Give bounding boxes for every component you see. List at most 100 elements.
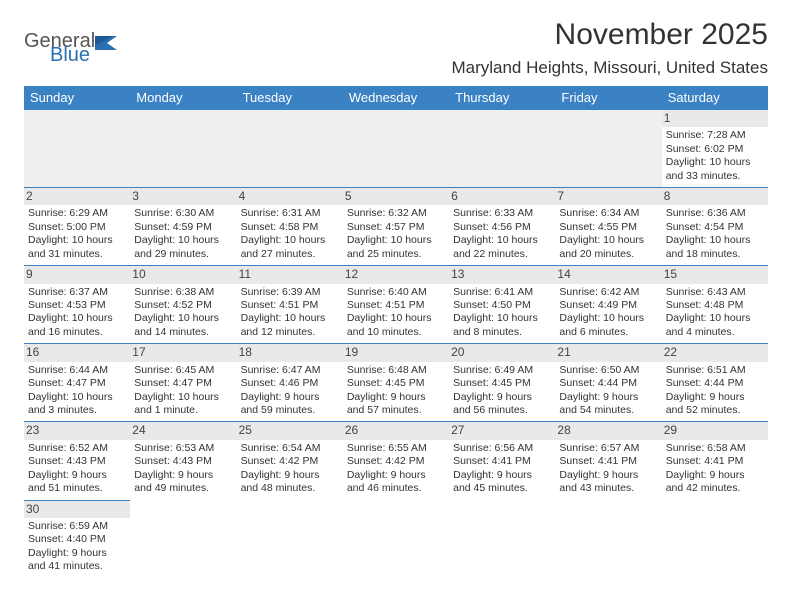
- daylight-text: Daylight: 10 hours and 16 minutes.: [28, 312, 126, 339]
- sunset-text: Sunset: 4:46 PM: [241, 377, 339, 390]
- sunset-text: Sunset: 4:48 PM: [666, 299, 764, 312]
- daylight-text: Daylight: 9 hours and 42 minutes.: [666, 469, 764, 496]
- day-number: 12: [343, 266, 449, 283]
- sunrise-text: Sunrise: 6:55 AM: [347, 442, 445, 455]
- location-subtitle: Maryland Heights, Missouri, United State…: [451, 58, 768, 78]
- sunrise-text: Sunrise: 6:42 AM: [559, 286, 657, 299]
- calendar-day-cell: [555, 500, 661, 578]
- calendar-day-cell: 4 Sunrise: 6:31 AMSunset: 4:58 PMDaylight…: [237, 188, 343, 266]
- sunrise-text: Sunrise: 6:37 AM: [28, 286, 126, 299]
- daylight-text: Daylight: 10 hours and 33 minutes.: [666, 156, 764, 183]
- weekday-header: Tuesday: [237, 86, 343, 110]
- sunrise-text: Sunrise: 6:50 AM: [559, 364, 657, 377]
- daylight-text: Daylight: 9 hours and 52 minutes.: [666, 391, 764, 418]
- calendar-day-cell: [130, 110, 236, 188]
- calendar-day-cell: 5Sunrise: 6:32 AMSunset: 4:57 PMDaylight…: [343, 188, 449, 266]
- sunset-text: Sunset: 4:52 PM: [134, 299, 232, 312]
- logo-text-blue: Blue: [50, 46, 121, 64]
- calendar-day-cell: 1Sunrise: 7:28 AMSunset: 6:02 PMDaylight…: [662, 110, 768, 188]
- daylight-text: Daylight: 10 hours and 4 minutes.: [666, 312, 764, 339]
- daylight-text: Daylight: 9 hours and 56 minutes.: [453, 391, 551, 418]
- month-title: November 2025: [451, 18, 768, 52]
- calendar-day-cell: 12Sunrise: 6:40 AMSunset: 4:51 PMDayligh…: [343, 266, 449, 344]
- sunrise-text: Sunrise: 6:39 AM: [241, 286, 339, 299]
- sunset-text: Sunset: 4:41 PM: [666, 455, 764, 468]
- calendar-day-cell: 26Sunrise: 6:55 AMSunset: 4:42 PMDayligh…: [343, 422, 449, 500]
- day-number: 18: [237, 344, 343, 361]
- day-details: Sunrise: 6:41 AMSunset: 4:50 PMDaylight:…: [453, 286, 551, 340]
- daylight-text: Daylight: 10 hours and 6 minutes.: [559, 312, 657, 339]
- calendar-day-cell: 14Sunrise: 6:42 AMSunset: 4:49 PMDayligh…: [555, 266, 661, 344]
- sunrise-text: Sunrise: 6:32 AM: [347, 207, 445, 220]
- day-details: Sunrise: 6:53 AMSunset: 4:43 PMDaylight:…: [134, 442, 232, 496]
- daylight-text: Daylight: 10 hours and 29 minutes.: [134, 234, 232, 261]
- calendar-day-cell: 6Sunrise: 6:33 AMSunset: 4:56 PMDaylight…: [449, 188, 555, 266]
- calendar-day-cell: [449, 110, 555, 188]
- daylight-text: Daylight: 10 hours and 25 minutes.: [347, 234, 445, 261]
- sunset-text: Sunset: 4:43 PM: [134, 455, 232, 468]
- sunset-text: Sunset: 4:49 PM: [559, 299, 657, 312]
- calendar-day-cell: 20Sunrise: 6:49 AMSunset: 4:45 PMDayligh…: [449, 344, 555, 422]
- day-details: Sunrise: 6:56 AMSunset: 4:41 PMDaylight:…: [453, 442, 551, 496]
- sunrise-text: Sunrise: 6:45 AM: [134, 364, 232, 377]
- calendar-day-cell: 11Sunrise: 6:39 AMSunset: 4:51 PMDayligh…: [237, 266, 343, 344]
- sunrise-text: Sunrise: 6:56 AM: [453, 442, 551, 455]
- calendar-day-cell: 27Sunrise: 6:56 AMSunset: 4:41 PMDayligh…: [449, 422, 555, 500]
- daylight-text: Daylight: 10 hours and 31 minutes.: [28, 234, 126, 261]
- logo: General Blue: [24, 32, 121, 64]
- day-details: Sunrise: 6:51 AMSunset: 4:44 PMDaylight:…: [666, 364, 764, 418]
- day-details: Sunrise: 6:54 AMSunset: 4:42 PMDaylight:…: [241, 442, 339, 496]
- day-details: Sunrise: 6:52 AMSunset: 4:43 PMDaylight:…: [28, 442, 126, 496]
- calendar-day-cell: 8Sunrise: 6:36 AMSunset: 4:54 PMDaylight…: [662, 188, 768, 266]
- day-details: Sunrise: 6:44 AMSunset: 4:47 PMDaylight:…: [28, 364, 126, 418]
- weekday-header: Thursday: [449, 86, 555, 110]
- sunset-text: Sunset: 4:53 PM: [28, 299, 126, 312]
- sunset-text: Sunset: 4:55 PM: [559, 221, 657, 234]
- calendar-day-cell: 7Sunrise: 6:34 AMSunset: 4:55 PMDaylight…: [555, 188, 661, 266]
- day-details: Sunrise: 6:37 AMSunset: 4:53 PMDaylight:…: [28, 286, 126, 340]
- sunset-text: Sunset: 4:50 PM: [453, 299, 551, 312]
- day-details: Sunrise: 6:32 AMSunset: 4:57 PMDaylight:…: [347, 207, 445, 261]
- day-details: Sunrise: 6:29 AMSunset: 5:00 PMDaylight:…: [28, 207, 126, 261]
- day-details: Sunrise: 6:33 AMSunset: 4:56 PMDaylight:…: [453, 207, 551, 261]
- sunset-text: Sunset: 4:43 PM: [28, 455, 126, 468]
- day-details: Sunrise: 6:31 AMSunset: 4:58 PMDaylight:…: [241, 207, 339, 261]
- calendar-day-cell: [555, 110, 661, 188]
- day-number: 1: [662, 110, 768, 127]
- day-number: 16: [24, 344, 130, 361]
- calendar-week-row: 1Sunrise: 7:28 AMSunset: 6:02 PMDaylight…: [24, 110, 768, 188]
- header: General Blue November 2025 Maryland Heig…: [24, 18, 768, 84]
- daylight-text: Daylight: 10 hours and 14 minutes.: [134, 312, 232, 339]
- calendar-day-cell: [449, 500, 555, 578]
- day-details: Sunrise: 6:38 AMSunset: 4:52 PMDaylight:…: [134, 286, 232, 340]
- sunrise-text: Sunrise: 6:33 AM: [453, 207, 551, 220]
- calendar-day-cell: 16 Sunrise: 6:44 AMSunset: 4:47 PMDayligh…: [24, 344, 130, 422]
- calendar-day-cell: 3 Sunrise: 6:30 AMSunset: 4:59 PMDaylight…: [130, 188, 236, 266]
- day-number: 3: [130, 188, 236, 205]
- sunrise-text: Sunrise: 6:29 AM: [28, 207, 126, 220]
- sunrise-text: Sunrise: 6:58 AM: [666, 442, 764, 455]
- day-details: Sunrise: 6:49 AMSunset: 4:45 PMDaylight:…: [453, 364, 551, 418]
- day-details: Sunrise: 6:34 AMSunset: 4:55 PMDaylight:…: [559, 207, 657, 261]
- sunrise-text: Sunrise: 6:31 AM: [241, 207, 339, 220]
- day-number: 21: [555, 344, 661, 361]
- sunset-text: Sunset: 4:51 PM: [347, 299, 445, 312]
- day-number: 29: [662, 422, 768, 439]
- day-number: 22: [662, 344, 768, 361]
- calendar-day-cell: 9 Sunrise: 6:37 AMSunset: 4:53 PMDaylight…: [24, 266, 130, 344]
- calendar-day-cell: 19Sunrise: 6:48 AMSunset: 4:45 PMDayligh…: [343, 344, 449, 422]
- daylight-text: Daylight: 9 hours and 59 minutes.: [241, 391, 339, 418]
- day-details: Sunrise: 6:30 AMSunset: 4:59 PMDaylight:…: [134, 207, 232, 261]
- daylight-text: Daylight: 10 hours and 18 minutes.: [666, 234, 764, 261]
- calendar-day-cell: 10Sunrise: 6:38 AMSunset: 4:52 PMDayligh…: [130, 266, 236, 344]
- sunset-text: Sunset: 5:00 PM: [28, 221, 126, 234]
- calendar-day-cell: 24Sunrise: 6:53 AMSunset: 4:43 PMDayligh…: [130, 422, 236, 500]
- sunrise-text: Sunrise: 6:54 AM: [241, 442, 339, 455]
- day-number: 4: [237, 188, 343, 205]
- calendar-day-cell: 18Sunrise: 6:47 AMSunset: 4:46 PMDayligh…: [237, 344, 343, 422]
- daylight-text: Daylight: 9 hours and 45 minutes.: [453, 469, 551, 496]
- weekday-header-row: SundayMondayTuesdayWednesdayThursdayFrid…: [24, 86, 768, 110]
- sunrise-text: Sunrise: 6:30 AM: [134, 207, 232, 220]
- daylight-text: Daylight: 10 hours and 20 minutes.: [559, 234, 657, 261]
- day-number: 9: [24, 266, 130, 283]
